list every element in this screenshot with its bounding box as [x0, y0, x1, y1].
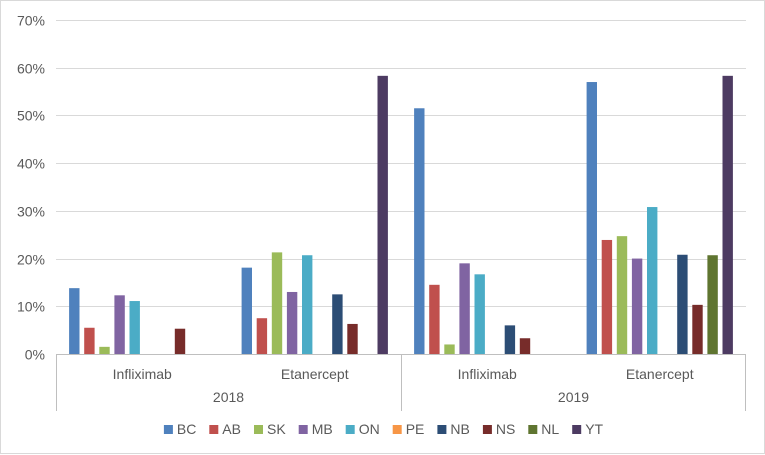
- y-tick-label: 40%: [17, 156, 45, 172]
- x-category-label: Infliximab: [458, 366, 517, 382]
- legend-label: BC: [177, 421, 196, 437]
- y-tick-label: 10%: [17, 299, 45, 315]
- bar-ab-1: [256, 318, 268, 354]
- bar-on-1: [302, 255, 313, 354]
- legend-item-pe: PE: [392, 421, 425, 437]
- legend-label: SK: [267, 421, 286, 437]
- x-axis-category-labels: Infliximab Etanercept Infliximab Etanercept…: [113, 366, 694, 405]
- legend-item-ns: NS: [482, 421, 515, 437]
- y-axis-tick-labels: 0% 10% 20% 30% 40% 50% 60% 70%: [17, 13, 45, 363]
- y-tick-label: 70%: [17, 13, 45, 29]
- x-axis: [56, 354, 746, 411]
- bar-nl-3: [707, 255, 718, 354]
- bar-ab-0: [84, 327, 95, 354]
- bar-on-2: [474, 274, 485, 354]
- legend-label: AB: [222, 421, 241, 437]
- bar-ab-3: [601, 239, 613, 354]
- bar-on-3: [647, 207, 658, 354]
- gridlines: [56, 20, 746, 307]
- legend-item-nb: NB: [437, 421, 470, 437]
- bar-ns-0: [174, 328, 186, 354]
- x-category-label: Etanercept: [281, 366, 349, 382]
- bar-ns-1: [347, 323, 358, 354]
- legend-swatch: [209, 425, 219, 434]
- bar-yt-1: [377, 75, 388, 354]
- legend-label: MB: [312, 421, 333, 437]
- bars: [69, 75, 733, 355]
- legend-swatch: [163, 425, 173, 434]
- x-category-label: Infliximab: [113, 366, 172, 382]
- legend-swatch: [528, 425, 538, 434]
- x-group-label: 2018: [213, 389, 244, 405]
- legend-label: YT: [585, 421, 603, 437]
- x-group-label: 2019: [558, 389, 589, 405]
- bar-mb-0: [114, 295, 125, 354]
- legend-swatch: [345, 425, 355, 434]
- y-tick-label: 50%: [17, 108, 45, 124]
- y-tick-label: 20%: [17, 252, 45, 268]
- legend-label: NS: [496, 421, 515, 437]
- y-tick-label: 0%: [25, 347, 45, 363]
- bar-sk-0: [99, 346, 110, 354]
- legend-label: ON: [359, 421, 380, 437]
- bar-nb-1: [332, 294, 343, 354]
- bar-ab-2: [429, 284, 440, 354]
- bar-nb-2: [504, 325, 516, 354]
- legend-item-ab: AB: [209, 421, 241, 437]
- legend-swatch: [298, 425, 308, 434]
- legend-swatch: [572, 425, 582, 434]
- legend-swatch: [254, 425, 263, 434]
- legend-label: NL: [541, 421, 559, 437]
- bar-mb-2: [459, 263, 470, 354]
- legend-item-mb: MB: [298, 421, 333, 437]
- legend-item-on: ON: [345, 421, 380, 437]
- y-tick-label: 30%: [17, 204, 45, 220]
- legend: BC AB SK MB ON PE NB NS NL YT: [163, 421, 604, 437]
- bar-mb-3: [631, 258, 643, 354]
- bar-bc-1: [241, 267, 252, 354]
- legend-swatch: [392, 425, 402, 434]
- legend-item-yt: YT: [572, 421, 604, 437]
- legend-swatch: [482, 425, 492, 434]
- bar-on-0: [129, 301, 140, 354]
- legend-item-nl: NL: [528, 421, 559, 437]
- bar-bc-2: [414, 108, 425, 355]
- y-tick-label: 60%: [17, 61, 45, 77]
- bar-mb-1: [286, 291, 298, 354]
- legend-item-bc: BC: [163, 421, 196, 437]
- bar-bc-0: [69, 288, 80, 354]
- x-category-label: Etanercept: [626, 366, 694, 382]
- legend-item-sk: SK: [254, 421, 286, 437]
- legend-swatch: [437, 425, 447, 434]
- bar-nb-3: [677, 254, 688, 354]
- bar-sk-1: [271, 252, 283, 354]
- legend-label: NB: [450, 421, 469, 437]
- bar-sk-3: [616, 236, 628, 354]
- legend-label: PE: [406, 421, 425, 437]
- bar-sk-2: [444, 344, 455, 354]
- bar-ns-3: [692, 304, 703, 354]
- bar-yt-3: [722, 75, 733, 354]
- bar-bc-3: [586, 82, 597, 354]
- bar-ns-2: [519, 338, 531, 354]
